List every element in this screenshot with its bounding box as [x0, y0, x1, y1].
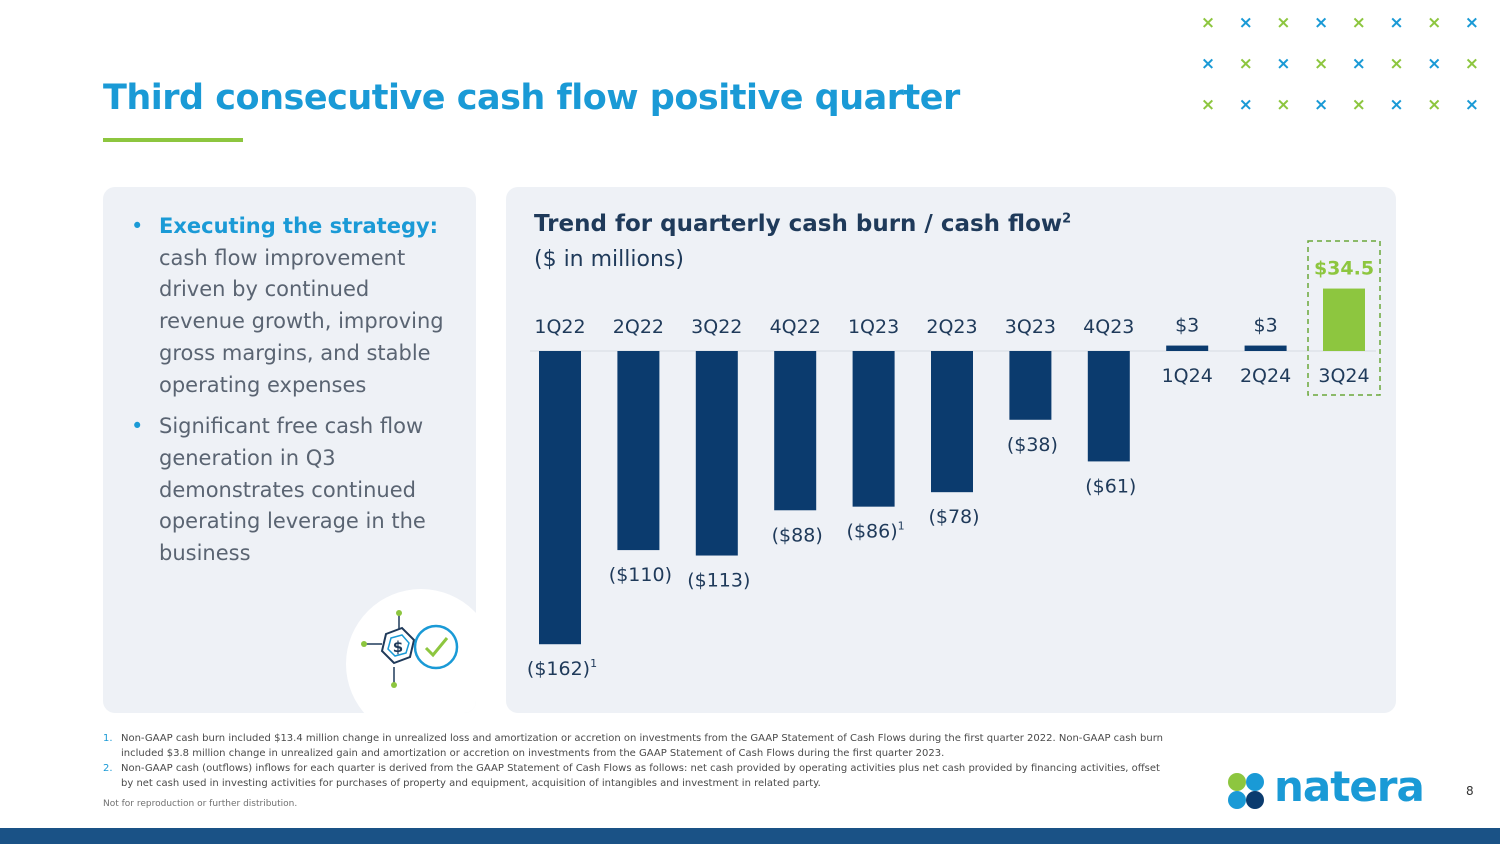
chart-title-footnote: 2 [1062, 211, 1072, 227]
chart-title-text: Trend for quarterly cash burn / cash flo… [534, 211, 1063, 237]
x-mark-icon: × [1238, 13, 1253, 33]
category-label: 2Q24 [1240, 365, 1291, 387]
category-label: 2Q22 [613, 316, 664, 338]
x-mark-icon: × [1464, 95, 1480, 115]
x-mark-icon: × [1313, 95, 1329, 115]
bar [1087, 351, 1130, 462]
data-label: ($110) [609, 564, 672, 586]
bar [1166, 345, 1209, 351]
data-label: ($86)1 [847, 520, 905, 543]
x-mark-icon: × [1200, 54, 1216, 74]
x-mark-icon: × [1238, 54, 1253, 74]
bar [774, 351, 817, 511]
category-label: 4Q23 [1083, 316, 1134, 338]
chart-panel: 1Q22 ($162)1 2Q22 ($110) 3Q22 ($113) 4Q22 ($88)… [506, 187, 1396, 713]
bar [852, 351, 895, 507]
x-mark-icon: × [1389, 95, 1404, 115]
bullet-lead: Executing the strategy: [159, 214, 439, 238]
data-label: $3 [1254, 315, 1278, 337]
data-label: ($113) [687, 570, 750, 592]
bar-chart: 1Q22 ($162)1 2Q22 ($110) 3Q22 ($113) 4Q22 ($88)… [527, 240, 1381, 680]
data-label: ($88) [772, 524, 823, 546]
dollar-check-icon: $ [361, 610, 459, 688]
bullet-item: • Executing the strategy: cash flow impro… [127, 211, 457, 401]
chart-subtitle: ($ in millions) [534, 247, 684, 272]
decorative-x-pattern: × × × × × × × × × × × × × × × × × × × × × × × × [1190, 13, 1490, 123]
x-mark-icon: × [1351, 54, 1366, 74]
category-label: 1Q24 [1162, 365, 1213, 387]
x-mark-icon: × [1313, 13, 1329, 33]
bar [1323, 288, 1365, 351]
data-label: $34.5 [1314, 258, 1374, 280]
key-points-panel: • Executing the strategy: cash flow impro… [103, 187, 476, 713]
dollar-symbol: $ [393, 638, 403, 656]
bullet-list: • Executing the strategy: cash flow impro… [127, 211, 457, 580]
x-mark-icon: × [1427, 54, 1442, 74]
data-label: ($61) [1085, 475, 1136, 497]
x-mark-icon: × [1427, 95, 1442, 115]
bullet-text: Significant free cash flow generation in… [159, 414, 426, 566]
bar [931, 351, 973, 493]
footnote-item: 2. Non-GAAP cash (outflows) inflows for … [103, 761, 1173, 791]
category-label: 4Q22 [770, 316, 821, 338]
x-mark-icon: × [1464, 13, 1480, 33]
bullet-item: • Significant free cash flow generation i… [127, 411, 457, 570]
category-label: 1Q22 [534, 316, 585, 338]
x-mark-icon: × [1276, 95, 1291, 115]
x-mark-icon: × [1313, 54, 1329, 74]
x-mark-icon: × [1276, 54, 1291, 74]
bar [617, 351, 660, 551]
footnote-item: 1. Non-GAAP cash burn included $13.4 mil… [103, 731, 1173, 761]
x-mark-icon: × [1389, 54, 1404, 74]
category-label: 3Q24 [1318, 365, 1369, 387]
natera-logo: natera [1224, 762, 1425, 816]
data-label: $3 [1175, 315, 1199, 337]
x-mark-icon: × [1389, 13, 1404, 33]
data-label: ($38) [1007, 434, 1058, 456]
title-underline [103, 138, 243, 142]
x-mark-icon: × [1276, 13, 1291, 33]
category-label: 3Q23 [1005, 316, 1056, 338]
footnotes: 1. Non-GAAP cash burn included $13.4 mil… [103, 731, 1173, 791]
chart-title: Trend for quarterly cash burn / cash flo… [534, 211, 1071, 237]
logo-text: natera [1274, 762, 1425, 811]
footer-bar [0, 828, 1500, 844]
category-label: 2Q23 [926, 316, 977, 338]
bar [1244, 345, 1287, 351]
x-mark-icon: × [1464, 54, 1480, 74]
category-label: 3Q22 [691, 316, 742, 338]
bar [1009, 351, 1052, 420]
bar [695, 351, 738, 556]
category-label: 1Q23 [848, 316, 899, 338]
x-mark-icon: × [1238, 95, 1253, 115]
data-label: ($78) [928, 506, 979, 528]
x-mark-icon: × [1351, 13, 1366, 33]
x-mark-icon: × [1427, 13, 1442, 33]
page-number: 8 [1466, 784, 1474, 798]
x-mark-icon: × [1200, 13, 1216, 33]
footnote-number: 1. [103, 733, 113, 744]
page-title: Third consecutive cash flow positive qua… [103, 78, 960, 118]
footnote-text: Non-GAAP cash (outflows) inflows for eac… [121, 763, 1160, 789]
x-mark-icon: × [1351, 95, 1366, 115]
footnote-number: 2. [103, 763, 113, 774]
highlight-box [1307, 240, 1381, 396]
disclaimer: Not for reproduction or further distribu… [103, 799, 298, 809]
data-label: ($162)1 [527, 657, 597, 680]
bar [539, 351, 581, 645]
bullet-dot: • [131, 414, 144, 439]
bullet-text: cash flow improvement driven by continue… [159, 245, 444, 397]
footnote-text: Non-GAAP cash burn included $13.4 millio… [121, 733, 1163, 759]
x-mark-icon: × [1200, 95, 1216, 115]
bullet-dot: • [131, 214, 144, 238]
logo-mark-icon [1228, 773, 1264, 809]
